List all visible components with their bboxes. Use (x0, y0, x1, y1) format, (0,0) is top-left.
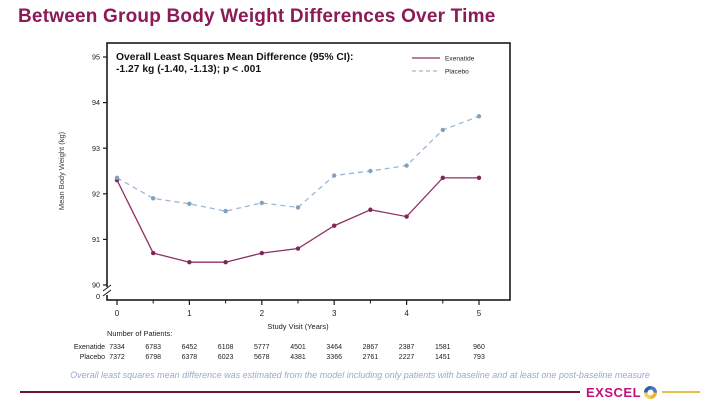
marker-placebo (476, 114, 482, 119)
axis-break-mark (102, 284, 112, 292)
marker-exenatide (187, 260, 192, 265)
marker-exenatide (404, 214, 409, 219)
annotation-line: Overall Least Squares Mean Difference (9… (116, 52, 354, 63)
patients-count: 7372 (109, 354, 125, 361)
footer-rule-right (662, 391, 701, 393)
marker-exenatide (476, 175, 482, 181)
exscel-logo: EXSCEL (586, 385, 658, 400)
marker-exenatide (332, 223, 337, 228)
axis-break-gap (105, 287, 109, 295)
marker-placebo (332, 173, 337, 178)
x-tick-label: 4 (404, 309, 409, 318)
marker-exenatide (259, 250, 264, 256)
patients-count: 2227 (399, 354, 415, 361)
y-tick-label: 92 (92, 189, 100, 198)
y-zero-label: 0 (96, 292, 100, 301)
patients-count: 1581 (435, 344, 451, 351)
patients-count: 2867 (363, 344, 379, 351)
body-weight-chart: 95 94 93 92 91 90 0 0 1 2 3 4 5 Study Visit (Years) Me… (50, 40, 520, 365)
legend-label-exenatide: Exenatide (445, 55, 475, 62)
patients-count: 6798 (145, 354, 161, 361)
patients-count: 6378 (182, 354, 198, 361)
y-tick-label: 95 (92, 53, 100, 62)
plot-border (106, 42, 511, 301)
marker-exenatide (368, 207, 373, 212)
chart-svg: 95 94 93 92 91 90 0 0 1 2 3 4 5 Study Visit (Years) Me… (57, 42, 511, 361)
patients-count: 960 (473, 344, 485, 351)
y-tick-label: 93 (92, 144, 100, 153)
slide-title: Between Group Body Weight Differences Ov… (18, 6, 496, 27)
exscel-swirl-icon (644, 385, 658, 399)
marker-placebo (151, 196, 156, 201)
marker-placebo (223, 208, 228, 214)
marker-placebo (404, 163, 409, 168)
patients-row-name: Exenatide (74, 344, 105, 351)
patients-count: 5777 (254, 344, 270, 351)
marker-exenatide (440, 175, 445, 181)
patients-count: 6783 (145, 344, 161, 351)
marker-placebo (295, 205, 301, 210)
patients-count: 1451 (435, 354, 451, 361)
patients-count: 3366 (326, 354, 342, 361)
axis-break-mark (102, 289, 112, 297)
x-axis-label: Study Visit (Years) (267, 322, 329, 331)
marker-placebo (187, 201, 192, 207)
footnote: Overall least squares mean difference wa… (70, 370, 650, 380)
marker-exenatide (295, 246, 301, 251)
patients-count: 2761 (363, 354, 379, 361)
marker-placebo (440, 127, 445, 133)
legend-label-placebo: Placebo (445, 68, 469, 75)
y-tick-label: 91 (92, 235, 100, 244)
series-line-placebo (116, 115, 480, 212)
patients-count: 6023 (218, 354, 234, 361)
marker-exenatide (223, 260, 228, 265)
annotation-line: -1.27 kg (-1.40, -1.13); p < .001 (116, 64, 261, 75)
footer-rule-left (20, 391, 580, 393)
patients-count: 2387 (399, 344, 415, 351)
footer: EXSCEL (0, 382, 720, 402)
x-tick-label: 3 (332, 309, 337, 318)
y-axis-label: Mean Body Weight (kg) (57, 131, 66, 210)
patients-row-name: Placebo (80, 354, 105, 361)
marker-placebo (259, 200, 264, 206)
patients-count: 793 (473, 354, 485, 361)
patients-count: 7334 (109, 344, 125, 351)
marker-placebo (368, 168, 373, 174)
y-tick-label: 90 (92, 281, 100, 290)
y-tick-label: 94 (92, 98, 100, 107)
x-tick-label: 2 (260, 309, 265, 318)
x-tick-label: 5 (477, 309, 482, 318)
x-tick-label: 0 (115, 309, 120, 318)
patients-count: 6452 (182, 344, 198, 351)
patients-count: 4501 (290, 344, 306, 351)
patients-count: 5678 (254, 354, 270, 361)
marker-placebo (114, 175, 120, 181)
patients-count: 6108 (218, 344, 234, 351)
patients-count: 3464 (326, 344, 342, 351)
exscel-logo-text: EXSCEL (586, 384, 642, 400)
marker-exenatide (151, 250, 156, 256)
patients-label: Number of Patients: (107, 329, 172, 338)
x-tick-label: 1 (187, 309, 192, 318)
patients-count: 4381 (290, 354, 306, 361)
